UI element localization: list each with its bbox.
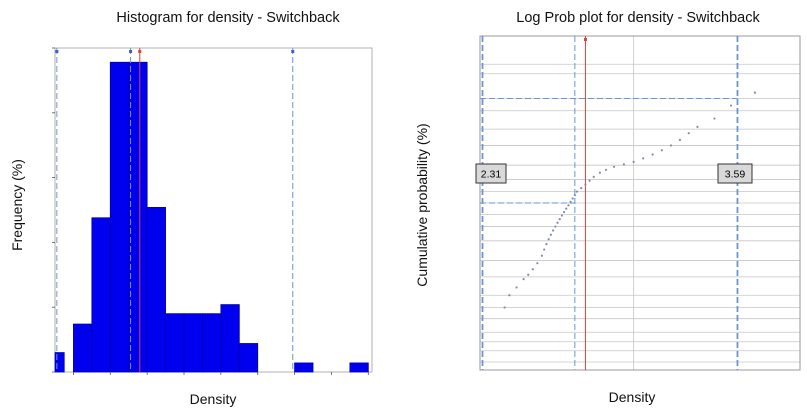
- probplot-point: [575, 190, 579, 193]
- probplot-point: [592, 175, 595, 178]
- probplot-point: [753, 91, 757, 94]
- histogram-line-marker: [129, 50, 133, 53]
- probplot-ylabel: Cumulative probability (%): [414, 123, 430, 286]
- callout-upper-limit-label: 3.59: [725, 169, 746, 181]
- callout-upper-limit: 3.59: [717, 163, 753, 184]
- histogram-line-marker: [291, 50, 295, 53]
- histogram-xlabel: Density: [190, 391, 237, 407]
- probplot-plot-area: [479, 35, 801, 371]
- histogram-bar: [349, 362, 369, 373]
- probplot-point: [622, 163, 626, 166]
- probplot-point: [522, 278, 525, 281]
- probplot-point: [612, 165, 616, 168]
- probplot-point: [632, 160, 635, 163]
- probplot-xlabel: Density: [609, 389, 656, 405]
- probplot-point: [598, 171, 602, 174]
- probplot-point: [503, 306, 506, 309]
- probplot-point: [552, 229, 555, 232]
- histogram-bar: [202, 313, 222, 373]
- histogram-bar: [238, 343, 259, 373]
- probplot-point: [508, 294, 511, 297]
- probplot-point: [580, 186, 583, 190]
- probplot-point: [678, 138, 682, 142]
- probplot-point: [540, 254, 544, 257]
- histogram-bar: [294, 362, 314, 373]
- probplot-point: [696, 125, 699, 128]
- probplot-point: [573, 193, 576, 197]
- probplot-point: [669, 144, 673, 147]
- histogram-ylabel: Frequency (%): [9, 159, 25, 251]
- probplot-point: [588, 179, 591, 182]
- probplot-point: [531, 268, 534, 271]
- histogram-bar: [165, 313, 185, 373]
- probplot-point: [729, 104, 733, 107]
- probplot-point: [515, 286, 518, 289]
- histogram-bar: [54, 352, 65, 373]
- probplot-point: [527, 273, 530, 276]
- probplot-panel: Log Prob plot for density - Switchback D…: [400, 0, 807, 419]
- probplot-mean-marker: [583, 38, 587, 41]
- probplot-point: [560, 214, 564, 217]
- probplot-point: [569, 200, 572, 203]
- histogram-chart: Histogram for density - Switchback Densi…: [9, 10, 373, 407]
- callout-lower-limit: 2.31: [475, 163, 507, 184]
- histogram-title: Histogram for density - Switchback: [116, 10, 340, 26]
- probplot-point: [584, 183, 587, 186]
- probplot-point: [545, 243, 548, 246]
- histogram-bar: [128, 61, 148, 373]
- histogram-bar: [183, 313, 203, 373]
- histogram-line-marker: [138, 50, 142, 53]
- histogram-bar: [73, 323, 93, 373]
- probplot-point: [713, 117, 716, 120]
- probplot-point: [556, 221, 559, 224]
- probplot-point: [554, 225, 557, 228]
- probplot-point: [558, 217, 561, 221]
- probplot-point: [651, 153, 654, 156]
- probplot-point: [660, 149, 663, 152]
- probplot-point: [536, 262, 539, 265]
- probplot-point: [571, 197, 574, 200]
- probplot-chart: Log Prob plot for density - Switchback D…: [414, 10, 801, 405]
- probplot-point: [547, 238, 550, 241]
- histogram-line-marker: [55, 50, 59, 53]
- probplot-point: [565, 207, 568, 210]
- probplot-point: [562, 210, 566, 214]
- callout-lower-limit-label: 2.31: [481, 169, 502, 181]
- probplot-point: [549, 233, 552, 236]
- probplot-point: [687, 132, 690, 135]
- histogram-panel: Histogram for density - Switchback Densi…: [0, 0, 400, 419]
- probplot-point: [543, 248, 546, 251]
- histogram-bar: [220, 304, 240, 373]
- probplot-title: Log Prob plot for density - Switchback: [516, 10, 760, 26]
- histogram-bar: [109, 61, 130, 373]
- probplot-point: [604, 168, 608, 171]
- probplot-point: [567, 204, 570, 207]
- probplot-point: [642, 157, 645, 160]
- histogram-plot-area: [52, 47, 373, 375]
- histogram-bar: [146, 207, 166, 373]
- histogram-bar: [91, 217, 111, 373]
